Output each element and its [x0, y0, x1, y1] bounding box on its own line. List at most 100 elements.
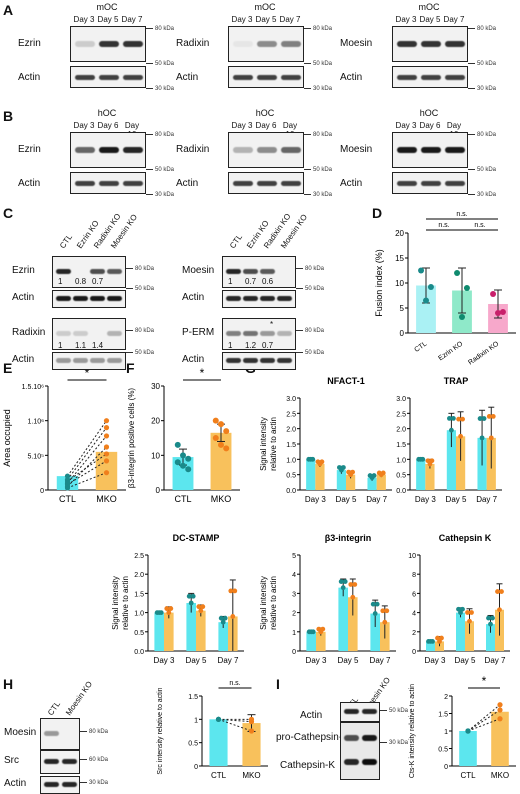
row-label-ezrin: Ezrin — [18, 144, 41, 155]
data-point — [490, 615, 495, 621]
chart-g-nfact1: NFACT-1 0.0 0.5 1.0 1.5 2.0 2.5 3.0 Day 3 Day 5 Da… — [259, 376, 392, 504]
blot-band — [107, 358, 122, 363]
blot-band — [75, 75, 95, 80]
quant-value: 1 — [58, 277, 63, 286]
row-label-radixin: Radixin — [176, 144, 210, 155]
blot-actin — [340, 702, 380, 722]
row-label-cathepsin-k: Cathepsin-K — [280, 760, 336, 771]
y-tick-label: 10 — [408, 553, 416, 560]
paired-line — [67, 472, 107, 489]
x-tick-label: Day 7 — [366, 495, 387, 504]
chart-h-src-intensity: 0 0.5 1 1.5 CTL MKO Src intensity relative to … — [157, 680, 268, 780]
x-tick-label: Day 3 — [154, 656, 175, 665]
data-point — [103, 444, 110, 450]
data-point — [103, 433, 110, 439]
blot-band — [75, 41, 95, 47]
chart-g-trap: TRAP 0.0 0.5 1.0 1.5 2.0 2.5 3.0 Day 3 Day 5 Day 7 — [396, 376, 502, 504]
row-label-actin: Actin — [4, 778, 27, 789]
row-label-moesin: Moesin — [340, 38, 373, 49]
blot-band — [99, 147, 119, 153]
bar-mko — [346, 474, 356, 490]
lane-label: Day 5 — [255, 15, 277, 24]
kda-marker: 50 kDa — [146, 61, 174, 67]
data-point — [418, 267, 425, 274]
blot-band — [226, 269, 241, 274]
quant-value: 0.6 — [262, 277, 274, 286]
x-tick-label: MKO — [242, 771, 260, 780]
kda-marker: 30 kDa — [380, 740, 408, 746]
y-tick-label: 1.5.10⁶ — [22, 384, 44, 391]
blot-band — [397, 147, 417, 153]
kda-marker: 50 kDa — [296, 350, 324, 356]
quant-value: 0.7 — [245, 277, 257, 286]
blot-band — [260, 358, 275, 363]
data-point — [223, 445, 230, 452]
chart-i-ctsk-intensity: 0 0.5 1 1.5 2 CTL MKO Cts-K intensity relative … — [409, 676, 516, 780]
y-tick-label: 20 — [395, 229, 404, 238]
blot-src — [40, 750, 80, 774]
data-point — [465, 610, 470, 615]
row-label-actin: Actin — [300, 710, 323, 721]
lane-label: Day 3 — [395, 121, 417, 130]
bar-mko — [242, 723, 261, 766]
data-point — [212, 417, 219, 424]
data-point — [180, 452, 186, 459]
blot-radixin — [228, 26, 304, 62]
kda-marker: 80 kDa — [304, 132, 332, 138]
row-label-p-erm: P-ERM — [182, 327, 215, 338]
y-tick-label: 1.10⁶ — [27, 419, 44, 426]
kda-marker: 50 kDa — [468, 167, 496, 173]
y-tick-label: 8 — [412, 572, 416, 579]
data-point — [198, 608, 204, 614]
row-label-actin: Actin — [12, 292, 35, 303]
blot-band — [281, 147, 301, 153]
y-tick-label: 1 — [194, 717, 198, 724]
data-point — [372, 611, 378, 616]
bar-mko — [348, 597, 358, 651]
bar-ctl — [446, 430, 456, 490]
paired-line — [218, 718, 252, 723]
blot-band — [257, 41, 277, 47]
y-tick-label: 6 — [412, 591, 416, 598]
x-tick-label: MKO — [96, 494, 117, 504]
blot-band — [226, 296, 241, 301]
blot-moesin — [392, 132, 468, 168]
blot-band — [73, 331, 88, 336]
chart-g-cathepsink: Cathepsin K 0 2 4 6 8 10 Day 3 Day 5 Day 7 — [408, 533, 510, 665]
blot-actin — [222, 290, 296, 308]
kda-marker: 30 kDa — [146, 86, 174, 92]
x-tick-label: Day 3 — [425, 656, 446, 665]
data-point — [168, 606, 174, 611]
data-point — [479, 435, 485, 441]
blot-band — [62, 759, 77, 764]
kda-marker: 30 kDa — [146, 192, 174, 198]
kda-marker: 80 kDa — [468, 26, 496, 32]
blot-band — [445, 75, 465, 80]
data-point — [374, 601, 380, 607]
paired-line — [67, 446, 107, 487]
blot-band — [260, 331, 275, 336]
data-point — [158, 610, 164, 615]
data-point — [469, 610, 474, 615]
data-point — [465, 728, 471, 734]
row-label-moesin: Moesin — [182, 265, 215, 276]
blot-perm — [222, 318, 296, 350]
data-point — [215, 716, 222, 722]
row-label-moesin: Moesin — [4, 727, 37, 738]
lane-label: Day 3 — [231, 121, 253, 130]
y-tick-label: 1 — [292, 630, 296, 637]
blot-actin — [222, 352, 296, 370]
row-label-actin: Actin — [176, 178, 199, 189]
chart-g-dcstamp: DC-STAMP 0.0 0.5 1.0 1.5 2.0 2.5 Day 3 Day 5 Day … — [111, 533, 244, 665]
blot-actin — [52, 352, 126, 370]
y-tick-label: 2 — [444, 694, 448, 701]
y-tick-label: 2.5 — [134, 553, 144, 560]
data-point — [342, 579, 348, 584]
x-tick-label: CTL — [413, 340, 428, 353]
lane-label: Day 7 — [443, 15, 465, 24]
data-point — [486, 615, 491, 621]
blot-band — [445, 147, 465, 153]
blot-band — [233, 75, 253, 80]
quant-value: 0.8 — [75, 277, 87, 286]
panel-label-e: E — [3, 360, 13, 376]
